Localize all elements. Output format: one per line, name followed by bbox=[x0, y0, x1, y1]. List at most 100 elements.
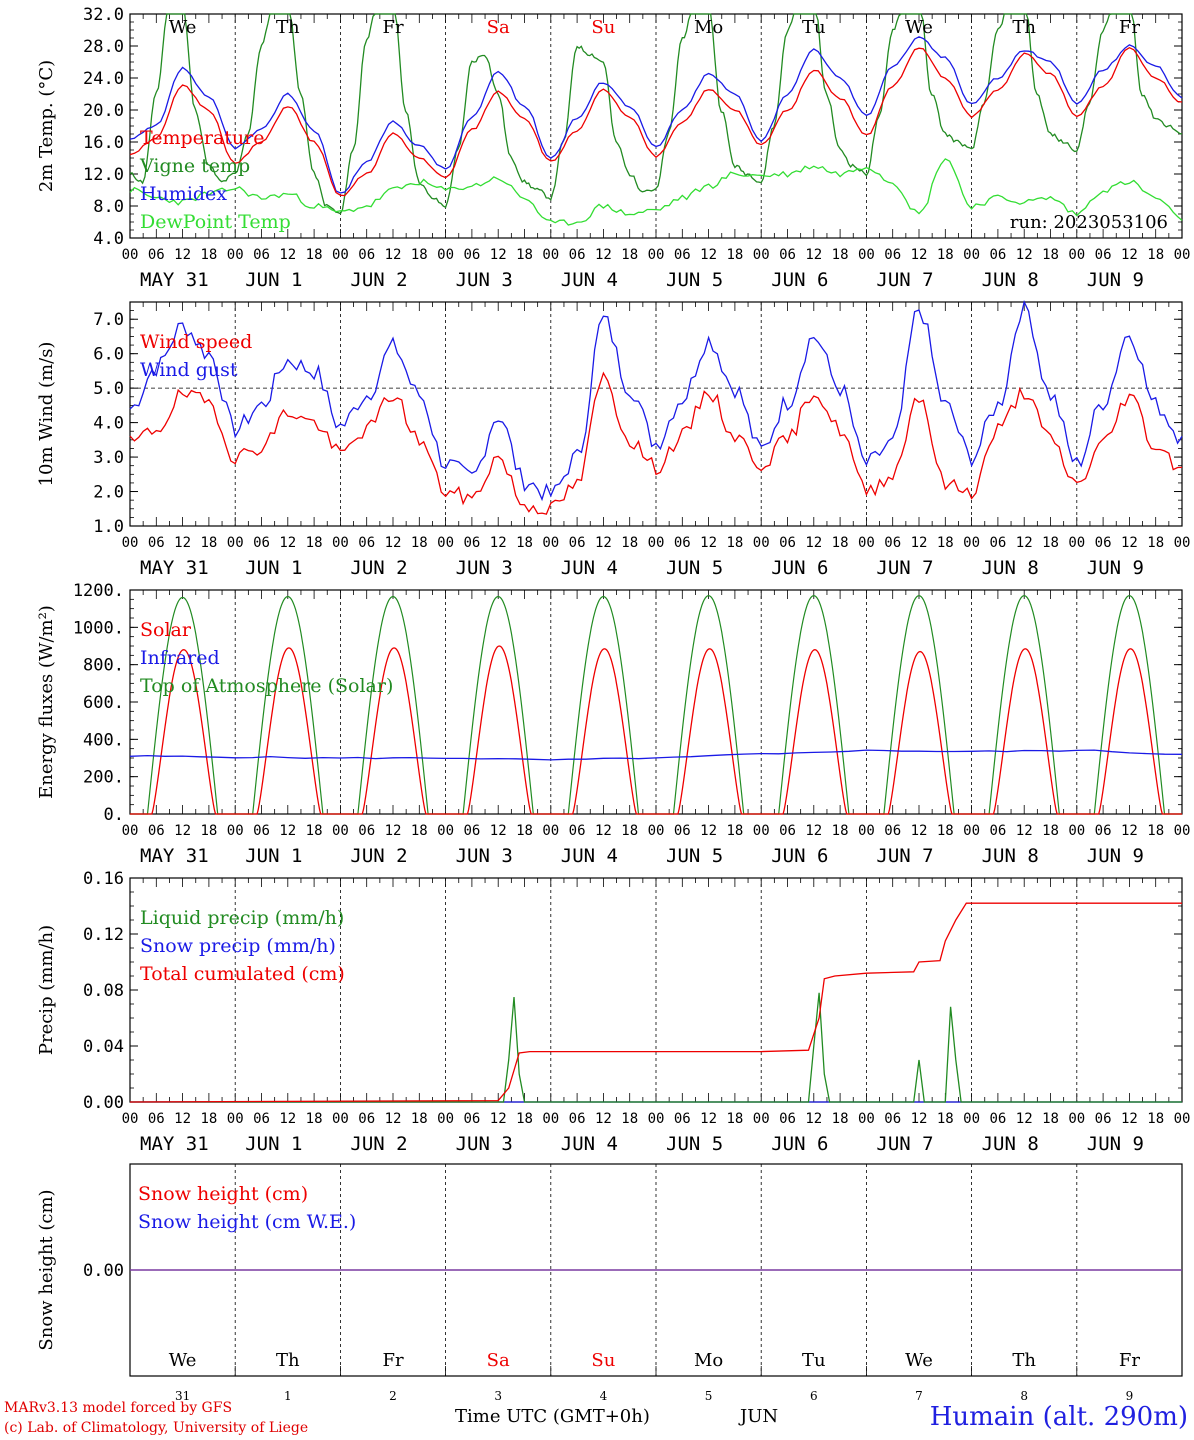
hour-tick-label: 00 bbox=[1068, 247, 1085, 263]
hour-tick-label: 12 bbox=[174, 535, 191, 551]
weekday-label: Th bbox=[276, 17, 300, 38]
day-number-label: 9 bbox=[1126, 1389, 1134, 1403]
hour-tick-label: 12 bbox=[911, 247, 928, 263]
hour-tick-label: 06 bbox=[989, 535, 1006, 551]
hour-tick-label: 00 bbox=[227, 823, 244, 839]
legend-entry: Wind speed bbox=[140, 331, 252, 353]
date-label: JUN 3 bbox=[456, 269, 513, 291]
time-axis-label: Time UTC (GMT+0h) bbox=[455, 1406, 650, 1427]
weekday-label: Tu bbox=[802, 17, 826, 38]
hour-tick-label: 00 bbox=[1174, 1111, 1191, 1127]
series-line-temperature bbox=[129, 46, 1183, 197]
hour-tick-label: 00 bbox=[122, 535, 139, 551]
y-tick-label: 0.00 bbox=[83, 1093, 124, 1113]
hour-tick-label: 18 bbox=[516, 247, 533, 263]
hour-tick-label: 06 bbox=[779, 823, 796, 839]
hour-tick-label: 18 bbox=[1147, 247, 1164, 263]
hour-tick-label: 18 bbox=[200, 823, 217, 839]
y-tick-label: 0.08 bbox=[83, 981, 124, 1001]
hour-tick-label: 00 bbox=[858, 247, 875, 263]
date-label: JUN 2 bbox=[350, 845, 407, 867]
hour-tick-label: 00 bbox=[858, 1111, 875, 1127]
legend-entry: DewPoint Temp bbox=[140, 211, 291, 233]
hour-tick-label: 06 bbox=[358, 247, 375, 263]
hour-tick-label: 00 bbox=[753, 1111, 770, 1127]
panel-2: 1.0 2.0 3.0 4.0 5.0 6.0 7.0 10m Wind (m/s) 00 06 1… bbox=[36, 300, 1191, 579]
panel-frame bbox=[129, 301, 1183, 527]
y-axis-label: 2m Temp. (°C) bbox=[36, 60, 57, 192]
hour-tick-label: 00 bbox=[1174, 535, 1191, 551]
run-label: run: 2023053106 bbox=[1010, 212, 1168, 233]
date-label: JUN 2 bbox=[350, 269, 407, 291]
date-label: JUN 2 bbox=[350, 557, 407, 579]
date-label: JUN 5 bbox=[666, 557, 723, 579]
hour-tick-label: 12 bbox=[174, 823, 191, 839]
hour-tick-label: 18 bbox=[1147, 535, 1164, 551]
hour-tick-label: 06 bbox=[253, 1111, 270, 1127]
hour-tick-label: 06 bbox=[253, 247, 270, 263]
y-tick-label: 400. bbox=[83, 730, 124, 750]
hour-tick-label: 00 bbox=[1174, 823, 1191, 839]
series-line-dewpoint-temp bbox=[129, 158, 1183, 226]
panel-1: 4.0 8.0 12.0 16.0 20.0 24.0 28.0 32.0 2m Temp. (… bbox=[36, 5, 1190, 291]
hour-tick-label: 06 bbox=[463, 823, 480, 839]
weekday-label: We bbox=[169, 17, 197, 38]
hour-tick-label: 18 bbox=[937, 535, 954, 551]
y-tick-label: 0. bbox=[104, 805, 124, 825]
hour-tick-label: 06 bbox=[779, 247, 796, 263]
weekday-label: Su bbox=[591, 1350, 615, 1371]
panel-3: 0. 200. 400. 600. 800. 1000. 1200. Energy fluxe… bbox=[36, 581, 1190, 867]
hour-tick-label: 18 bbox=[306, 1111, 323, 1127]
hour-tick-label: 18 bbox=[726, 1111, 743, 1127]
hour-tick-label: 18 bbox=[1042, 535, 1059, 551]
hour-tick-label: 12 bbox=[1121, 535, 1138, 551]
hour-tick-label: 00 bbox=[332, 535, 349, 551]
weekday-label: Fr bbox=[1119, 1350, 1140, 1371]
hour-tick-label: 00 bbox=[753, 535, 770, 551]
hour-tick-label: 18 bbox=[1042, 247, 1059, 263]
hour-tick-label: 12 bbox=[911, 1111, 928, 1127]
model-credit: MARv3.13 model forced by GFS bbox=[4, 1400, 233, 1416]
weekday-label: Fr bbox=[382, 17, 403, 38]
hour-tick-label: 00 bbox=[542, 823, 559, 839]
hour-tick-label: 12 bbox=[595, 535, 612, 551]
month-label: JUN bbox=[740, 1406, 779, 1427]
hour-tick-label: 06 bbox=[569, 247, 586, 263]
hour-tick-label: 00 bbox=[437, 1111, 454, 1127]
date-label: JUN 4 bbox=[561, 1133, 618, 1155]
y-tick-label: 32.0 bbox=[83, 5, 124, 25]
hour-tick-label: 18 bbox=[411, 535, 428, 551]
hour-tick-label: 18 bbox=[516, 1111, 533, 1127]
y-tick-label: 7.0 bbox=[93, 310, 124, 330]
hour-tick-label: 00 bbox=[648, 535, 665, 551]
hour-tick-label: 00 bbox=[858, 535, 875, 551]
hour-tick-label: 18 bbox=[306, 823, 323, 839]
hour-tick-label: 18 bbox=[411, 1111, 428, 1127]
hour-tick-label: 00 bbox=[648, 823, 665, 839]
hour-tick-label: 06 bbox=[989, 823, 1006, 839]
hour-tick-label: 18 bbox=[621, 823, 638, 839]
hour-tick-label: 12 bbox=[700, 1111, 717, 1127]
day-number-label: 3 bbox=[494, 1389, 502, 1403]
hour-tick-label: 06 bbox=[674, 1111, 691, 1127]
hour-tick-label: 18 bbox=[726, 247, 743, 263]
legend-entry: Snow height (cm W.E.) bbox=[138, 1211, 356, 1233]
hour-tick-label: 18 bbox=[306, 535, 323, 551]
hour-tick-label: 12 bbox=[700, 823, 717, 839]
date-label: JUN 9 bbox=[1087, 1133, 1144, 1155]
hour-tick-label: 06 bbox=[1095, 823, 1112, 839]
hour-tick-label: 12 bbox=[1016, 535, 1033, 551]
date-label: JUN 6 bbox=[771, 557, 828, 579]
hour-tick-label: 06 bbox=[569, 535, 586, 551]
hour-tick-label: 00 bbox=[963, 247, 980, 263]
legend-entry: Humidex bbox=[140, 183, 227, 205]
hour-tick-label: 12 bbox=[805, 823, 822, 839]
hour-tick-label: 12 bbox=[385, 247, 402, 263]
hour-tick-label: 00 bbox=[753, 247, 770, 263]
hour-tick-label: 12 bbox=[1121, 823, 1138, 839]
hour-tick-label: 00 bbox=[542, 1111, 559, 1127]
hour-tick-label: 00 bbox=[227, 247, 244, 263]
y-tick-label: 1.0 bbox=[93, 517, 124, 537]
hour-tick-label: 06 bbox=[884, 1111, 901, 1127]
hour-tick-label: 06 bbox=[569, 1111, 586, 1127]
